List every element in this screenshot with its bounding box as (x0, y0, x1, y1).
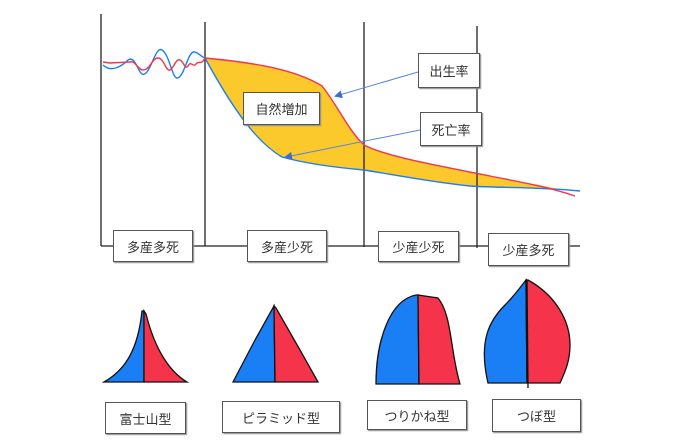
death-rate-line (102, 49, 581, 192)
pyramid-label-tsubo: つぼ型 (492, 399, 581, 432)
natural-increase-area (205, 58, 565, 190)
pyramid-fuji (101, 308, 190, 383)
pyramid-tsurigane (375, 294, 461, 385)
birth-rate-arrow (334, 71, 419, 99)
natural-increase-label: 自然増加 (243, 92, 320, 125)
birth-rate-line (102, 57, 576, 197)
pyramid-tsubo (483, 278, 571, 389)
pyramid-label-tsurigane: つりかね型 (367, 400, 467, 430)
stage-label-4: 少産多死 (488, 233, 569, 266)
stage-label-1: 多産多死 (113, 230, 193, 262)
death-rate-arrow (284, 129, 421, 160)
pyramid-pyramid (231, 303, 320, 383)
death-rate-label: 死亡率 (420, 112, 482, 146)
pyramid-label-fuji: 富士山型 (105, 402, 186, 434)
pyramid-label-pyramid: ピラミッド型 (222, 401, 340, 433)
stage-label-2: 多産少死 (247, 230, 327, 262)
birth-rate-label: 出生率 (418, 53, 480, 88)
stage-label-3: 少産少死 (378, 231, 459, 262)
